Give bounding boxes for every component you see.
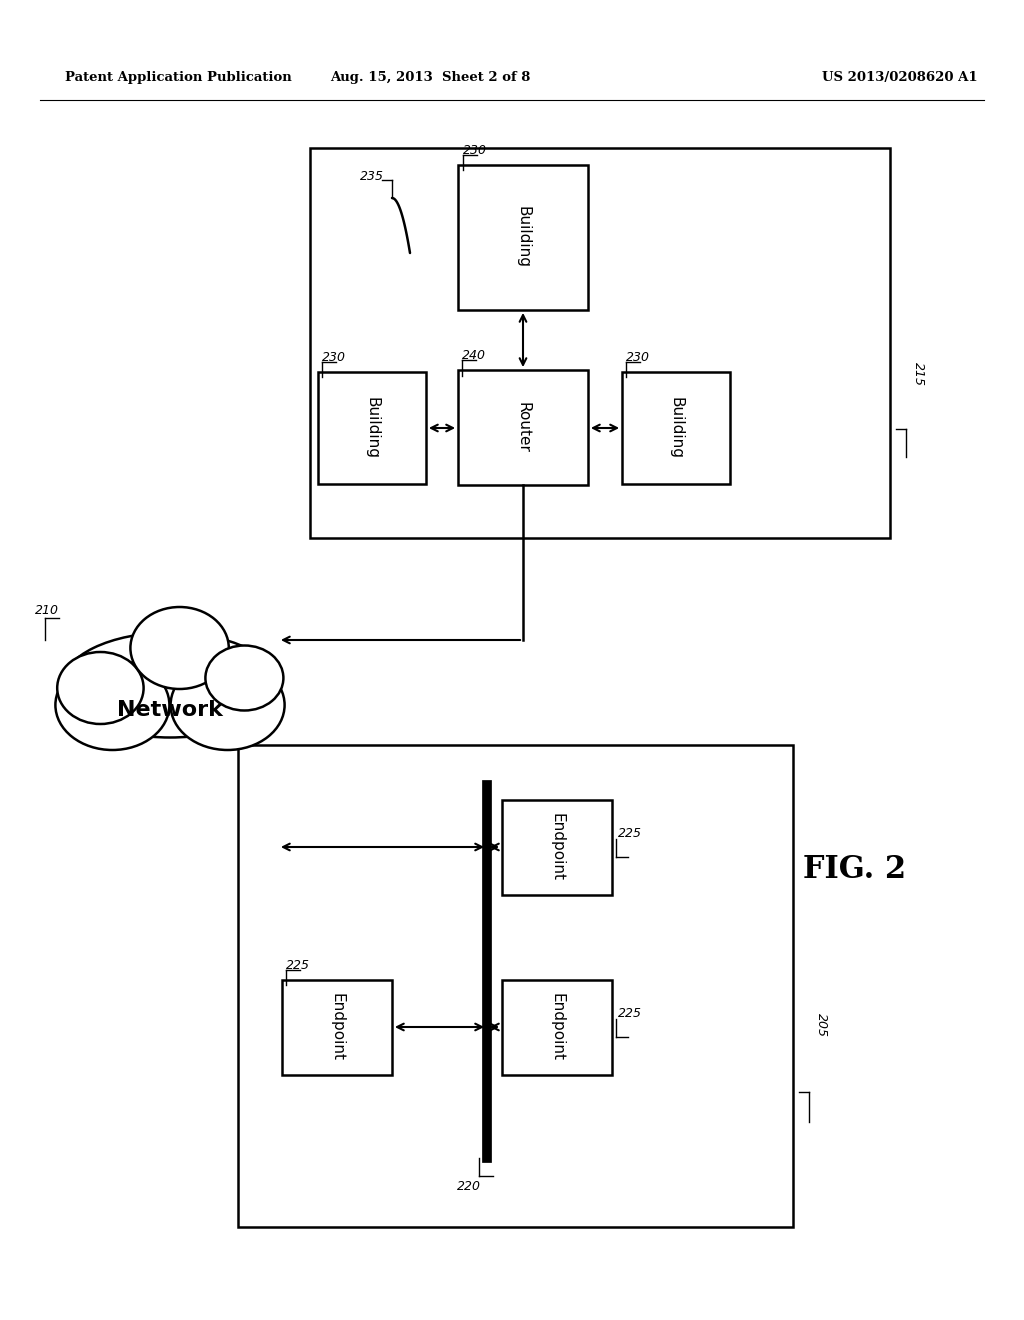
Text: 225: 225 [618, 1007, 642, 1020]
Text: Endpoint: Endpoint [550, 813, 564, 880]
Bar [310, 148, 890, 539]
Text: Building: Building [365, 397, 380, 459]
Text: Endpoint: Endpoint [330, 993, 344, 1061]
Text: 205: 205 [814, 1012, 827, 1036]
Text: 225: 225 [286, 960, 310, 972]
Bar [622, 372, 730, 484]
Ellipse shape [57, 652, 143, 723]
Text: 240: 240 [462, 348, 486, 362]
Text: Network: Network [117, 700, 223, 719]
Text: Aug. 15, 2013  Sheet 2 of 8: Aug. 15, 2013 Sheet 2 of 8 [330, 71, 530, 84]
Text: 215: 215 [911, 362, 925, 387]
Ellipse shape [171, 660, 285, 750]
Bar [238, 744, 793, 1228]
Bar [502, 800, 612, 895]
Text: Building: Building [669, 397, 683, 459]
Ellipse shape [62, 632, 278, 738]
Text: Endpoint: Endpoint [550, 993, 564, 1061]
Text: FIG. 2: FIG. 2 [804, 854, 906, 886]
Bar [318, 372, 426, 484]
Bar [502, 979, 612, 1074]
Bar [282, 979, 392, 1074]
Text: 210: 210 [35, 603, 59, 616]
Text: 235: 235 [360, 170, 384, 183]
Text: 220: 220 [457, 1180, 481, 1193]
Text: 225: 225 [618, 826, 642, 840]
Bar [458, 370, 588, 484]
Ellipse shape [130, 607, 228, 689]
Ellipse shape [206, 645, 284, 710]
Text: 230: 230 [322, 351, 346, 364]
Text: Building: Building [515, 206, 530, 268]
Text: US 2013/0208620 A1: US 2013/0208620 A1 [822, 71, 978, 84]
Text: Router: Router [515, 401, 530, 453]
Text: 230: 230 [463, 144, 487, 157]
Ellipse shape [55, 660, 169, 750]
Bar [458, 165, 588, 310]
Text: Patent Application Publication: Patent Application Publication [65, 71, 292, 84]
Text: 230: 230 [626, 351, 650, 364]
